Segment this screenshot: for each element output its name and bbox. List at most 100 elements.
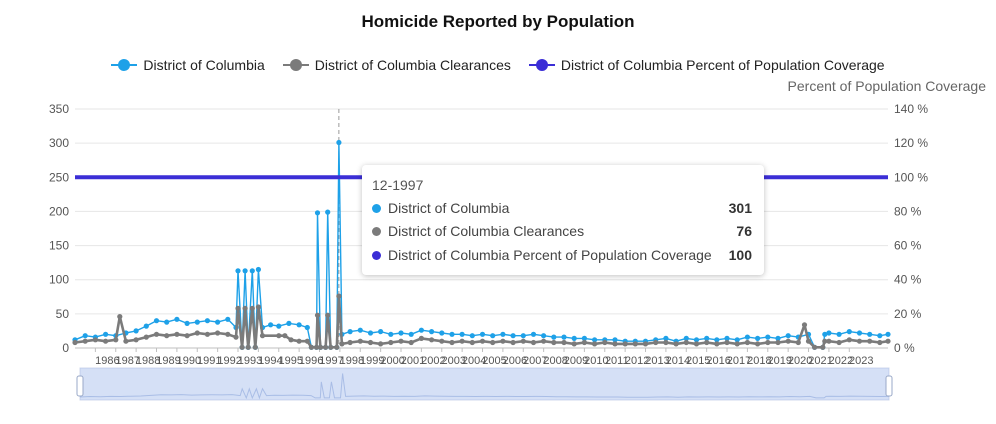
point-clearances-0 [72, 339, 78, 346]
x-tick-label-2017: 2017 [727, 355, 751, 367]
point-district-56 [510, 333, 516, 339]
point-district-47 [418, 327, 424, 333]
y2-tick-label-2: 40 % [894, 273, 922, 287]
point-district-48 [429, 329, 435, 335]
point-district-8 [153, 318, 160, 324]
x-tick-label-2016: 2016 [706, 355, 730, 367]
point-clearances-64 [581, 339, 588, 346]
x-tick-label-2007: 2007 [523, 355, 547, 367]
point-clearances-17 [233, 334, 239, 340]
point-clearances-37 [328, 344, 334, 350]
x-tick-label-2010: 2010 [584, 355, 608, 367]
x-tick-label-2011: 2011 [605, 355, 629, 367]
point-district-57 [520, 333, 526, 339]
legend-item-coverage[interactable]: District of Columbia Percent of Populati… [528, 57, 885, 73]
x-tick-label-2012: 2012 [625, 355, 649, 367]
point-district-92 [856, 330, 863, 336]
point-district-74 [693, 337, 700, 343]
point-clearances-72 [663, 339, 669, 346]
point-clearances-50 [439, 338, 445, 344]
point-district-90 [836, 331, 842, 337]
x-tick-label-1987: 1987 [116, 355, 140, 367]
x-tick-label-2003: 2003 [442, 355, 466, 367]
point-district-40 [347, 329, 353, 335]
x-tick-label-2018: 2018 [747, 355, 771, 367]
point-clearances-30 [304, 338, 310, 344]
point-district-64 [592, 337, 598, 343]
point-district-10 [174, 316, 180, 322]
point-district-25 [268, 322, 274, 328]
point-clearances-84 [785, 338, 791, 344]
point-clearances-35 [323, 344, 329, 350]
point-clearances-62 [561, 339, 567, 346]
point-clearances-3 [103, 338, 109, 344]
point-clearances-16 [225, 331, 231, 337]
point-clearances-58 [520, 338, 526, 344]
point-clearances-36 [325, 312, 331, 318]
point-district-42 [367, 330, 374, 336]
point-clearances-7 [133, 337, 139, 343]
point-clearances-25 [259, 333, 266, 339]
tooltip-name-clearances: District of Columbia Clearances [388, 223, 585, 239]
point-clearances-47 [408, 339, 414, 346]
x-tick-label-2002: 2002 [421, 355, 445, 367]
point-district-44 [388, 331, 394, 337]
point-district-14 [215, 319, 221, 325]
legend-item-clearances[interactable]: District of Columbia Clearances [282, 57, 511, 73]
point-district-88 [822, 331, 828, 337]
point-clearances-68 [622, 341, 628, 347]
x-tick-label-2021: 2021 [808, 355, 832, 367]
point-clearances-71 [653, 339, 659, 346]
point-clearances-49 [429, 337, 435, 343]
point-clearances-20 [242, 305, 248, 311]
zoom-handle-right[interactable] [885, 375, 893, 397]
point-district-7 [143, 323, 149, 329]
point-clearances-57 [510, 339, 516, 346]
point-clearances-2 [92, 337, 98, 343]
point-clearances-14 [204, 331, 210, 337]
x-tick-label-2000: 2000 [380, 355, 404, 367]
y2-tick-label-4: 80 % [894, 204, 922, 218]
point-clearances-67 [612, 341, 618, 347]
x-tick-label-1993: 1993 [238, 355, 262, 367]
point-district-66 [612, 337, 618, 343]
x-tick-label-2006: 2006 [503, 355, 527, 367]
point-district-19 [242, 268, 248, 274]
point-clearances-29 [296, 338, 302, 344]
point-district-13 [204, 318, 210, 324]
point-district-53 [479, 331, 486, 337]
point-clearances-18 [235, 305, 241, 311]
x-tick-label-1999: 1999 [360, 355, 384, 367]
point-district-60 [551, 334, 557, 340]
y-tick-label-100: 100 [49, 273, 69, 287]
point-clearances-43 [367, 339, 374, 346]
point-district-75 [704, 335, 710, 341]
point-clearances-74 [683, 339, 689, 346]
point-clearances-24 [255, 304, 261, 310]
point-clearances-11 [174, 331, 180, 337]
point-clearances-28 [288, 337, 294, 343]
point-clearances-44 [378, 341, 384, 347]
x-tick-label-2009: 2009 [564, 355, 588, 367]
point-clearances-73 [673, 341, 679, 347]
point-clearances-12 [184, 333, 190, 339]
point-clearances-91 [826, 338, 832, 344]
point-district-15 [225, 316, 231, 322]
point-district-1 [82, 333, 88, 339]
y2-tick-label-5: 100 % [894, 170, 928, 184]
point-district-58 [530, 331, 537, 337]
x-tick-label-1989: 1989 [156, 355, 180, 367]
point-district-91 [846, 329, 852, 335]
legend-item-district[interactable]: District of Columbia [111, 57, 265, 73]
point-district-93 [867, 331, 873, 337]
zoom-handle-left[interactable] [76, 375, 84, 397]
point-clearances-5 [117, 314, 123, 320]
point-clearances-81 [755, 341, 761, 347]
point-clearances-32 [313, 344, 320, 350]
point-district-32 [314, 210, 321, 216]
point-clearances-79 [734, 341, 740, 347]
x-tick-label-2008: 2008 [543, 355, 567, 367]
y2-tick-label-7: 140 % [894, 102, 928, 116]
y2-tick-label-1: 20 % [894, 307, 922, 321]
tooltip-name-district: District of Columbia [388, 200, 510, 216]
